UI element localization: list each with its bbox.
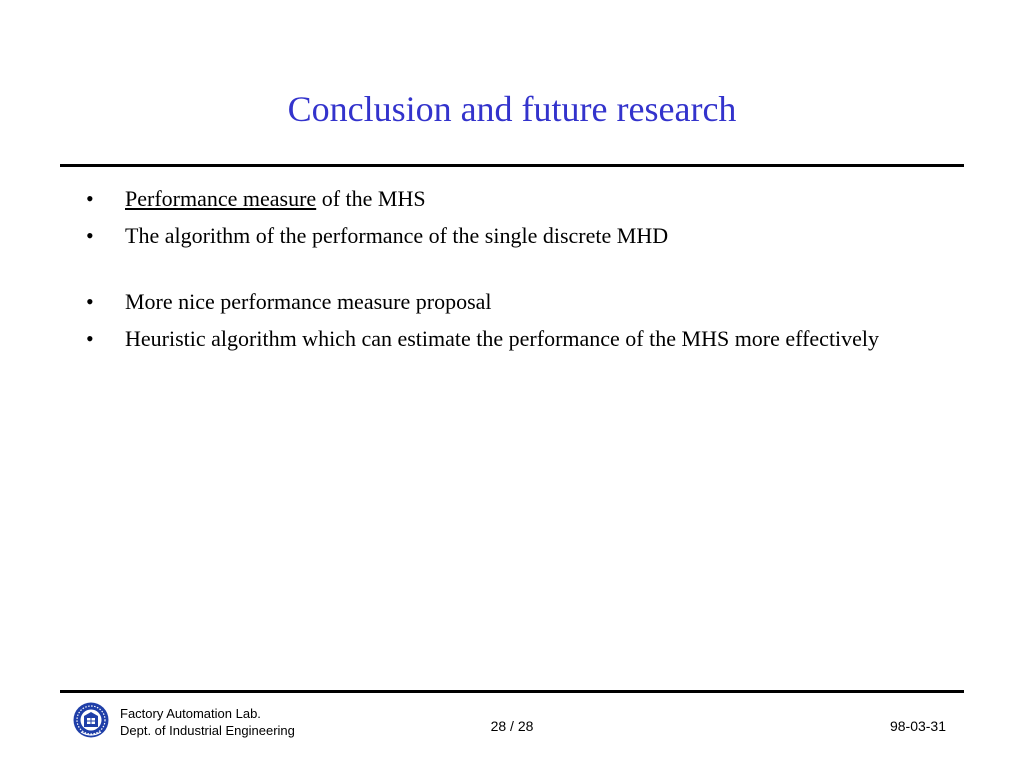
bullet-text: Heuristic algorithm which can estimate t… bbox=[125, 326, 880, 351]
bullet-item: • Heuristic algorithm which can estimate… bbox=[86, 324, 926, 354]
bullet-list: • Performance measure of the MHS • The a… bbox=[86, 184, 926, 361]
bullet-text: More nice performance measure proposal bbox=[125, 289, 492, 314]
bullet-item: • The algorithm of the performance of th… bbox=[86, 221, 926, 251]
bullet-text: The algorithm of the performance of the … bbox=[125, 223, 669, 248]
bullet-dot: • bbox=[86, 186, 94, 211]
footer-lab-name: Factory Automation Lab. bbox=[120, 706, 261, 721]
footer-lab-info: Factory Automation Lab. Dept. of Industr… bbox=[120, 705, 295, 739]
slide-title: Conclusion and future research bbox=[287, 89, 737, 129]
bullet-item: • More nice performance measure proposal bbox=[86, 287, 926, 317]
bullet-item: • Performance measure of the MHS bbox=[86, 184, 926, 214]
bullet-dot: • bbox=[86, 326, 94, 351]
bullet-underlined-term: Performance measure bbox=[125, 186, 317, 211]
university-seal-graphic bbox=[73, 702, 109, 738]
bullet-text: of the MHS bbox=[316, 186, 426, 211]
footer-date: 98-03-31 bbox=[889, 718, 946, 734]
university-seal-icon bbox=[72, 700, 110, 740]
page-number: 28 / 28 bbox=[490, 718, 534, 734]
bullet-dot: • bbox=[86, 289, 94, 314]
footer-department: Dept. of Industrial Engineering bbox=[120, 723, 295, 738]
bullet-dot: • bbox=[86, 223, 94, 248]
footer-divider bbox=[60, 690, 964, 693]
title-divider bbox=[60, 164, 964, 167]
